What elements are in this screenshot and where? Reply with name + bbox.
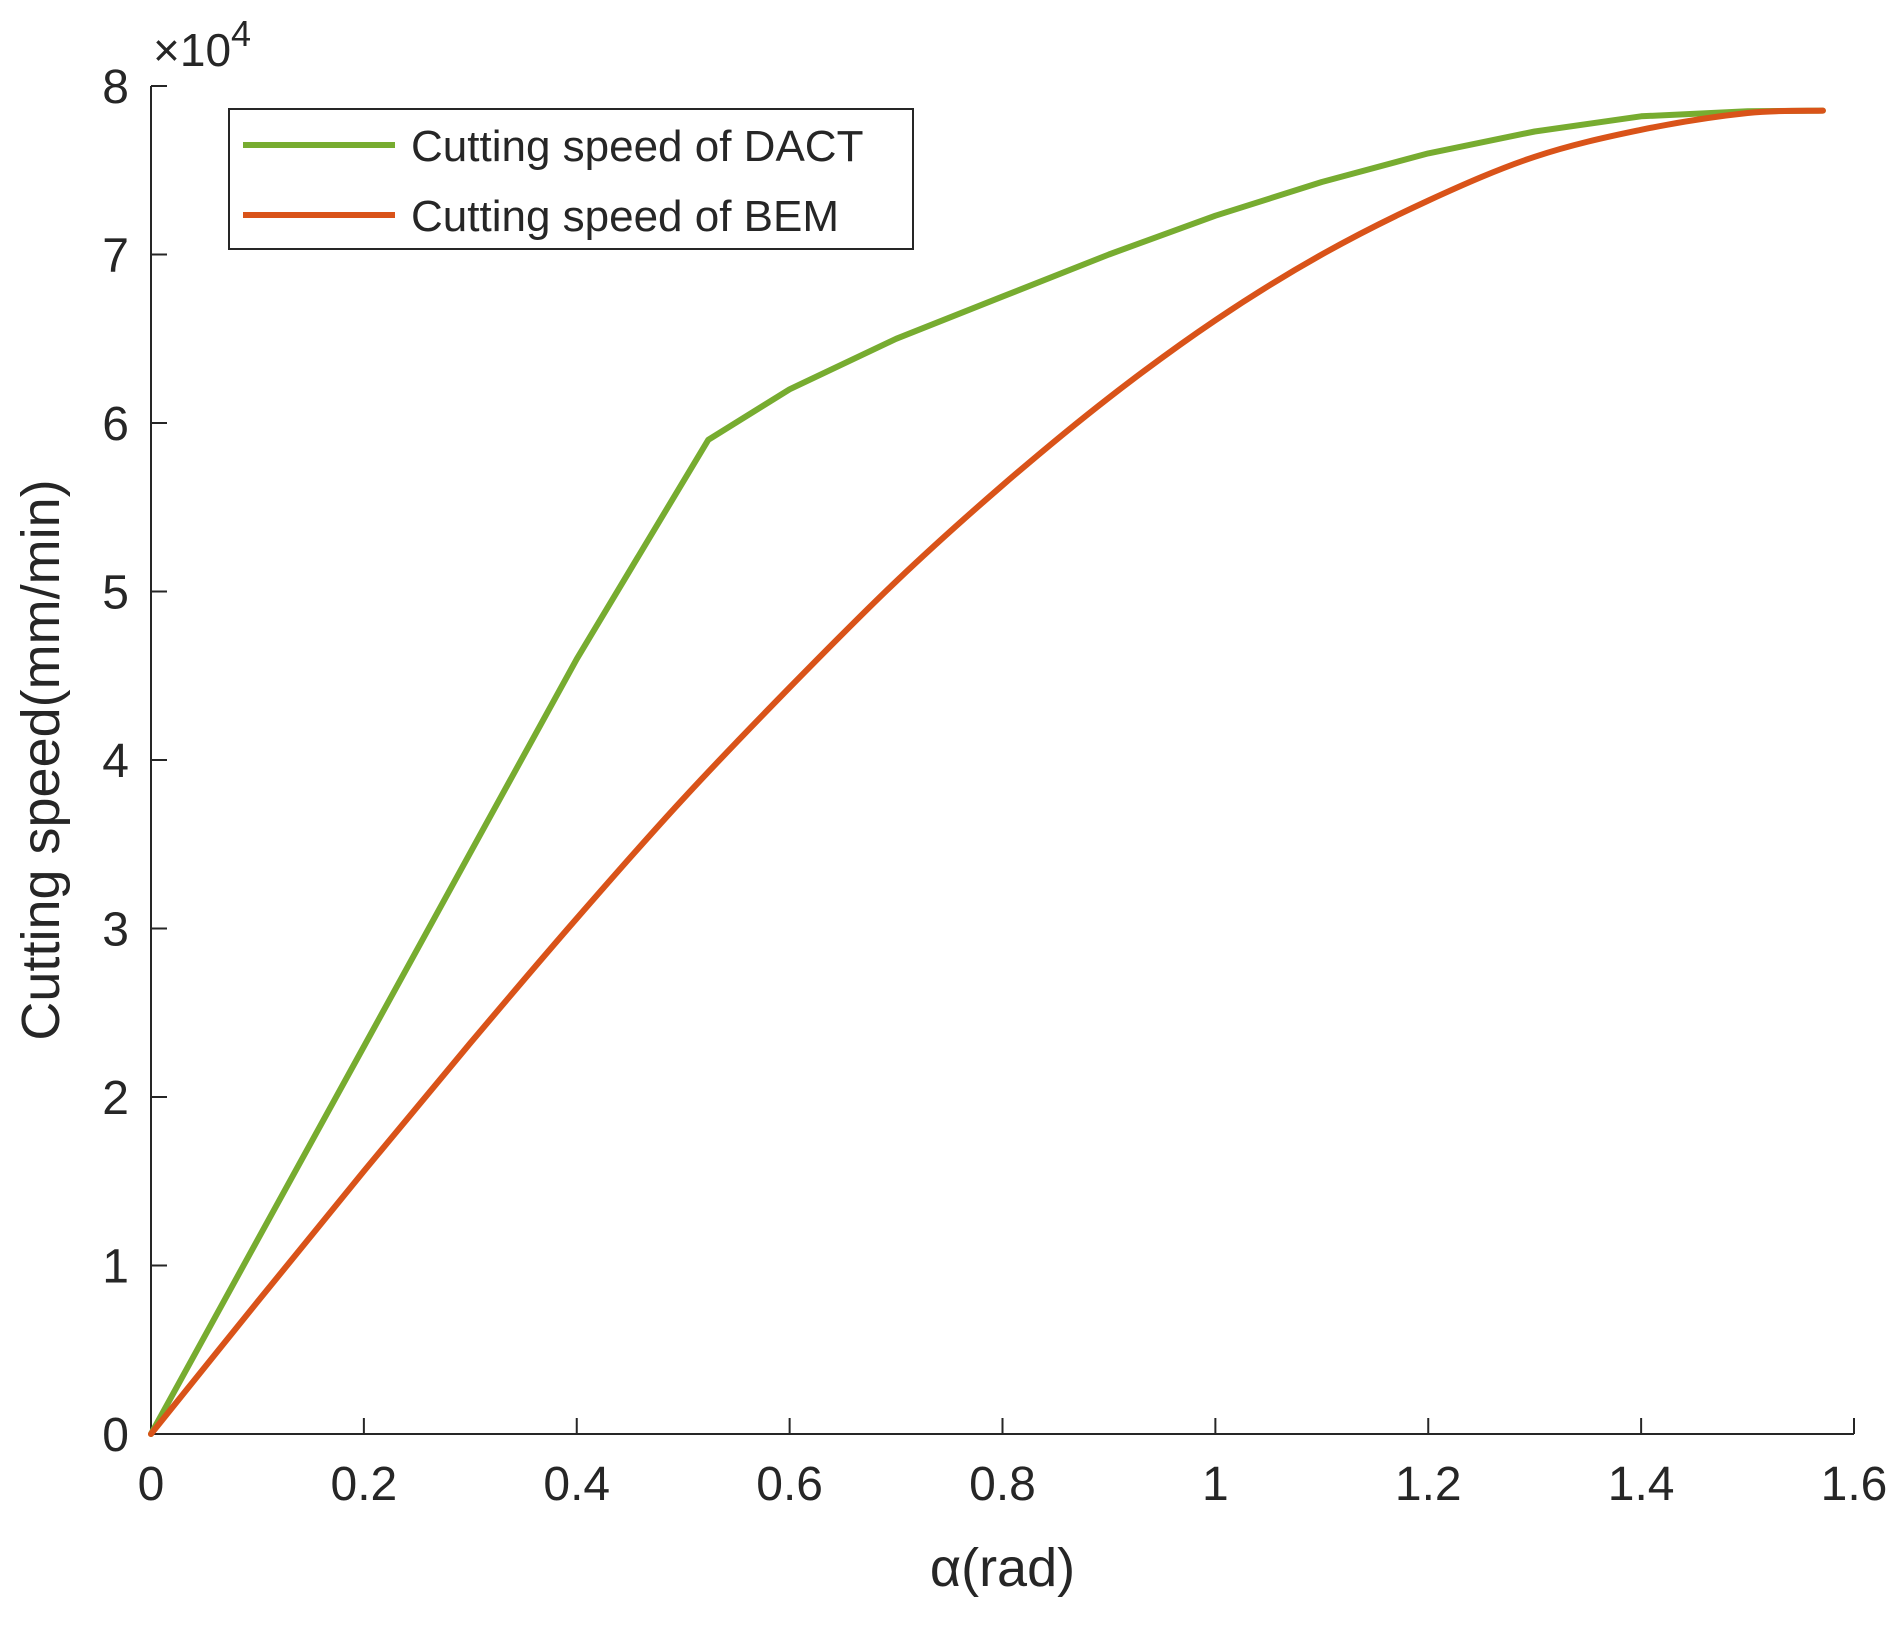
y-exponent-power: 4 — [231, 13, 251, 54]
series-line-dact — [148, 107, 1826, 1437]
series-layer — [148, 107, 1826, 1437]
y-axis-label: Cutting speed(mm/min) — [11, 479, 71, 1040]
y-tick-label: 2 — [102, 1072, 129, 1125]
x-tick-label: 0.4 — [543, 1458, 610, 1511]
x-tick-label: 0.8 — [969, 1458, 1036, 1511]
y-tick-label: 6 — [102, 398, 129, 451]
y-tick-label: 5 — [102, 567, 129, 620]
x-tick-label: 1.6 — [1821, 1458, 1888, 1511]
x-tick-label: 1.4 — [1608, 1458, 1675, 1511]
x-tick-label: 0 — [138, 1458, 165, 1511]
y-tick-label: 4 — [102, 735, 129, 788]
x-axis-label: α(rad) — [930, 1538, 1075, 1598]
x-tick-label: 1 — [1202, 1458, 1229, 1511]
y-tick-label: 3 — [102, 904, 129, 957]
axes: 0 0.2 0.4 0.6 0.8 1 1.2 1.4 1.6 0 1 2 3 4 5 6 7 8 ×104 α(ra… — [11, 13, 1887, 1598]
x-tick-label: 0.6 — [756, 1458, 823, 1511]
legend-entry: Cutting speed of DACT — [411, 122, 863, 171]
legend-box — [228, 108, 914, 250]
series-line-bem — [148, 107, 1826, 1437]
y-tick-label: 7 — [102, 230, 129, 283]
legend: Cutting speed of DACT Cutting speed of BE… — [228, 108, 914, 250]
x-tick-label: 0.2 — [331, 1458, 398, 1511]
y-tick-label: 8 — [102, 61, 129, 114]
x-tick-label: 1.2 — [1395, 1458, 1462, 1511]
y-tick-label: 1 — [102, 1241, 129, 1294]
legend-entry: Cutting speed of BEM — [411, 192, 839, 241]
y-tick-label: 0 — [102, 1409, 129, 1462]
y-exponent-label: ×104 — [153, 13, 251, 76]
